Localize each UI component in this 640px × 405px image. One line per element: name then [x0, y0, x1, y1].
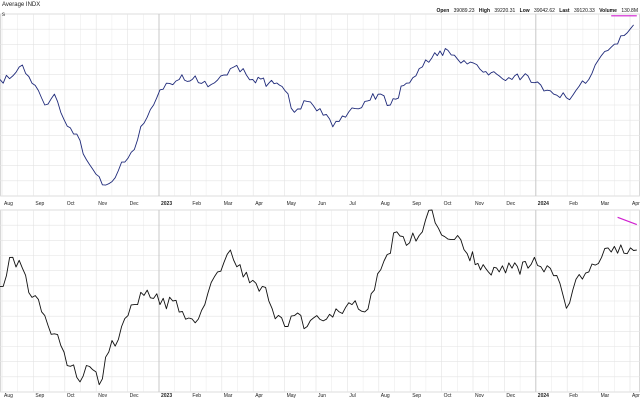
x-tick-label-price: Feb [192, 201, 201, 207]
x-tick-label-indicator: Nov [475, 393, 484, 399]
x-tick-label-price: Apr [632, 201, 640, 207]
series-line-indicator [0, 209, 637, 386]
x-tick-label-indicator: Apr [255, 393, 263, 399]
x-tick-label-indicator: May [287, 393, 297, 399]
x-tick-label-price: Apr [255, 201, 263, 207]
x-tick-label-indicator: Mar [601, 393, 610, 399]
x-tick-label-indicator: Dec [506, 393, 515, 399]
x-tick-label-price: Oct [444, 201, 452, 207]
x-tick-label-indicator: Nov [98, 393, 107, 399]
x-tick-label-indicator: Dec [130, 393, 139, 399]
volume-value: 130.8M [621, 8, 638, 14]
x-tick-label-indicator: Jul [349, 393, 355, 399]
last-label: Last [559, 8, 570, 14]
x-tick-label-price: Aug [381, 201, 390, 207]
x-tick-label-indicator: Sep [412, 393, 421, 399]
open-label: Open [436, 8, 450, 14]
ohlc-stats: Open 39089.23 High 39220.31 Low 39042.62… [433, 7, 638, 15]
x-tick-label-price: Dec [506, 201, 515, 207]
x-tick-label-indicator: Mar [224, 393, 233, 399]
x-tick-label-price: May [287, 201, 297, 207]
x-tick-label-price: Nov [475, 201, 484, 207]
x-tick-label-price: Sep [412, 201, 421, 207]
upper-axis-hint: s [2, 12, 5, 18]
label-layer: Aug Sep Oct Nov Dec 2023 Feb Mar Apr May Jun Jul Aug… [4, 201, 640, 399]
low-label: Low [519, 8, 530, 14]
x-tick-label-indicator: Feb [569, 393, 578, 399]
x-tick-label-indicator: 2023 [161, 393, 172, 399]
chart-title: Average INDX [2, 2, 41, 8]
x-tick-label-price: Oct [67, 201, 75, 207]
x-tick-label-price: Jul [349, 201, 355, 207]
x-tick-label-price: Sep [35, 201, 44, 207]
x-tick-label-price: 2024 [538, 201, 549, 207]
high-label: High [478, 8, 491, 14]
trendline-indicator [617, 216, 638, 226]
x-tick-label-indicator: Aug [381, 393, 390, 399]
open-value: 39089.23 [453, 8, 475, 14]
x-tick-label-price: 2023 [161, 201, 172, 207]
grid-layer [0, 13, 640, 393]
series-line-price [0, 24, 634, 186]
x-tick-label-price: Jun [318, 201, 326, 207]
x-tick-label-indicator: Oct [67, 393, 75, 399]
x-tick-label-indicator: Sep [35, 393, 44, 399]
x-tick-label-indicator: Feb [192, 393, 201, 399]
x-tick-label-price: Dec [130, 201, 139, 207]
line-layer [0, 15, 638, 386]
x-tick-label-indicator: 2024 [538, 393, 549, 399]
x-tick-label-price: Nov [98, 201, 107, 207]
x-tick-label-price: Feb [569, 201, 578, 207]
low-value: 39042.62 [534, 8, 555, 14]
x-tick-label-indicator: Oct [444, 393, 452, 399]
x-tick-label-price: Mar [224, 201, 233, 207]
x-tick-label-indicator: Jun [318, 393, 326, 399]
x-tick-label-price: Mar [601, 201, 610, 207]
x-tick-label-indicator: Aug [4, 393, 13, 399]
x-tick-label-indicator: Apr [632, 393, 640, 399]
x-tick-label-price: Aug [4, 201, 13, 207]
last-value: 39120.33 [573, 8, 595, 14]
high-value: 39220.31 [494, 8, 516, 14]
volume-label: Volume [599, 8, 617, 14]
